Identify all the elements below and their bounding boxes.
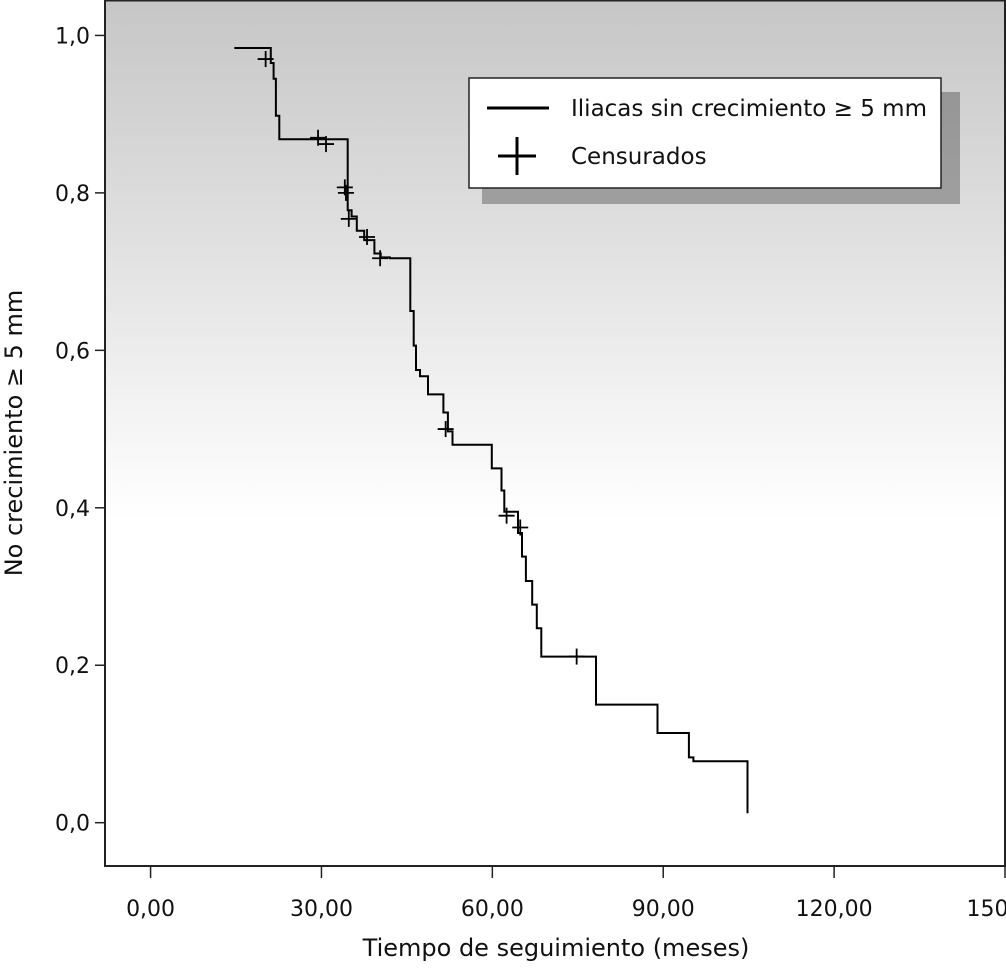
y-tick-label: 0,6 [55,339,90,364]
axis-ticks: 0,00 30,00 60,00 90,00 120,00 150,00 0,0 0,2 0,4… [55,24,1006,922]
censored-marker [359,228,376,245]
censored-marker [337,184,354,201]
y-tick-label: 0,0 [55,812,90,837]
x-tick-label: 150,00 [967,897,1006,922]
legend-box [468,77,942,189]
x-tick-label: 120,00 [796,897,873,922]
censored-markers [257,51,585,665]
censored-marker [498,507,515,524]
x-tick-label: 90,00 [632,897,695,922]
x-tick-label: 30,00 [290,897,353,922]
x-tick-label: 60,00 [461,897,524,922]
y-tick-label: 0,2 [55,654,90,679]
plot-frame [104,0,1006,867]
censored-marker [568,648,585,665]
legend-item-censored: Censurados [571,144,707,170]
censored-marker [310,129,327,146]
y-tick-label: 0,4 [55,497,90,522]
y-axis-title: No crecimiento ≥ 5 mm [0,290,28,577]
censored-marker [318,136,335,153]
censored-marker [257,51,274,68]
censored-marker [437,421,454,438]
legend-item-survival: Iliacas sin crecimiento ≥ 5 mm [571,96,927,122]
survival-step-line [234,47,749,814]
series-layer [234,47,749,814]
censored-marker [372,250,389,267]
y-tick-label: 0,8 [55,182,90,207]
legend: Iliacas sin crecimiento ≥ 5 mm Censurado… [468,77,960,204]
x-axis-title: Tiempo de seguimiento (meses) [362,934,750,962]
x-tick-label: 0,00 [126,897,175,922]
censored-marker [512,519,529,536]
legend-plus-symbol [498,137,536,175]
censored-marker [340,210,357,227]
y-tick-label: 1,0 [55,24,90,49]
